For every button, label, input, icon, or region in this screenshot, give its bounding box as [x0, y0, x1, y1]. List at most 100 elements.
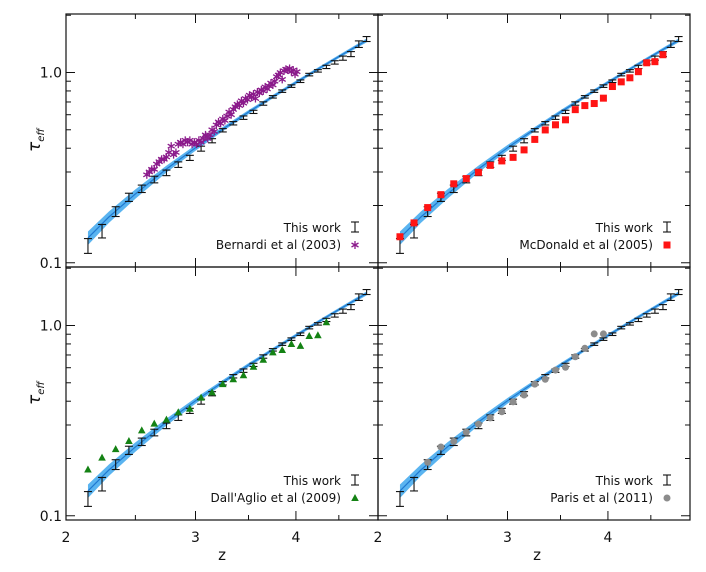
this-work-point — [346, 51, 355, 58]
fit-line — [87, 39, 367, 239]
comparison-point — [590, 100, 598, 108]
this-work-point — [330, 60, 339, 65]
this-work-point — [98, 223, 107, 239]
this-work-point — [530, 128, 539, 133]
legend-marker-icon — [663, 494, 671, 502]
comparison-point — [410, 219, 418, 227]
legend-label-comparison: Bernardi et al (2003) — [216, 238, 341, 252]
comparison-point — [208, 388, 216, 396]
comparison-point — [150, 419, 159, 427]
legend-marker-icon — [351, 241, 359, 249]
this-work-point — [229, 121, 238, 126]
legend: This work Bernardi et al (2003) — [216, 221, 359, 252]
asterisk-stroke — [165, 149, 173, 156]
comparison-point — [561, 116, 569, 124]
comparison-point — [167, 142, 176, 151]
comparison-point — [509, 398, 517, 406]
plot-area — [395, 289, 683, 507]
comparison-point — [239, 371, 248, 379]
comparison-point — [551, 366, 559, 374]
this-work-point — [666, 293, 675, 302]
comparison-point — [520, 146, 528, 154]
this-work-point — [395, 491, 404, 507]
comparison-point — [259, 355, 268, 363]
this-work-point — [150, 428, 159, 437]
plot-area — [83, 289, 371, 507]
comparison-point — [278, 75, 287, 84]
asterisk-stroke — [167, 143, 176, 149]
this-work-point — [162, 422, 171, 430]
this-work-point — [313, 69, 322, 73]
legend-errorbar-icon — [351, 221, 359, 233]
x-axis-title-right: z — [533, 546, 541, 564]
y-axis-title-main: τ — [25, 394, 45, 405]
legend-marker-icon — [663, 241, 671, 249]
this-work-point — [305, 325, 314, 330]
this-work-point — [239, 115, 248, 120]
comparison-point — [659, 51, 667, 59]
comparison-point — [462, 428, 470, 436]
asterisk-stroke — [210, 128, 219, 135]
comparison-point — [581, 102, 589, 110]
this-work-point — [590, 89, 599, 93]
x-tick-label: 2 — [374, 530, 383, 546]
comparison-point — [498, 157, 506, 165]
y-tick-label: 0.1 — [40, 509, 62, 525]
fit-line — [399, 292, 679, 492]
legend-errorbar-icon — [351, 474, 359, 486]
this-work-point — [278, 342, 287, 346]
this-work-point — [617, 72, 626, 77]
this-work-point — [268, 95, 277, 99]
comparison-point — [125, 437, 133, 445]
comparison-point — [269, 348, 277, 356]
this-work-point — [674, 289, 683, 296]
this-work-point — [137, 184, 146, 194]
comparison-point — [314, 331, 322, 339]
comparison-point — [186, 404, 194, 412]
comparison-point — [509, 153, 517, 161]
this-work-point — [83, 238, 92, 254]
y-axis-title-main: τ — [25, 141, 45, 152]
comparison-point — [634, 68, 642, 76]
this-work-point — [322, 64, 331, 70]
this-work-point — [174, 161, 183, 168]
this-work-point — [551, 115, 560, 120]
fit-line — [87, 292, 367, 492]
this-work-point — [338, 308, 347, 314]
y-tick-label: 0.1 — [40, 256, 62, 272]
this-work-point — [410, 476, 419, 492]
comparison-point — [437, 191, 445, 199]
this-work-point — [124, 445, 133, 456]
this-work-point — [634, 317, 643, 323]
plot-area — [395, 36, 683, 254]
comparison-point — [450, 180, 458, 188]
this-work-point — [617, 325, 626, 330]
asterisk-stroke — [351, 242, 359, 248]
comparison-point — [486, 161, 494, 169]
legend-label-comparison: Dall'Aglio et al (2009) — [210, 491, 341, 505]
panel-top-right: This work McDonald et al (2005) — [377, 13, 691, 268]
x-tick-label: 3 — [191, 530, 200, 546]
this-work-point — [362, 36, 371, 43]
this-work-point — [541, 121, 550, 126]
comparison-point — [608, 83, 616, 91]
comparison-point — [305, 331, 314, 339]
comparison-point — [651, 58, 659, 66]
comparison-point — [84, 465, 92, 473]
comparison-point — [599, 330, 607, 338]
comparison-point — [111, 445, 120, 453]
this-work-point — [162, 169, 171, 177]
this-work-point — [305, 72, 314, 77]
comparison-point — [287, 339, 296, 347]
panel-bottom-right: 2 3 4 This work Paris et al (2011) — [374, 266, 691, 546]
this-work-point — [599, 337, 608, 341]
comparison-point — [278, 346, 287, 354]
comparison-point — [197, 393, 205, 401]
y-tick-label: 1.0 — [40, 66, 62, 82]
this-work-point — [296, 79, 305, 84]
this-work-point — [608, 332, 617, 337]
this-work-point — [313, 322, 322, 326]
y-axis-title-sub: eff — [36, 380, 47, 395]
comparison-point — [98, 453, 106, 461]
